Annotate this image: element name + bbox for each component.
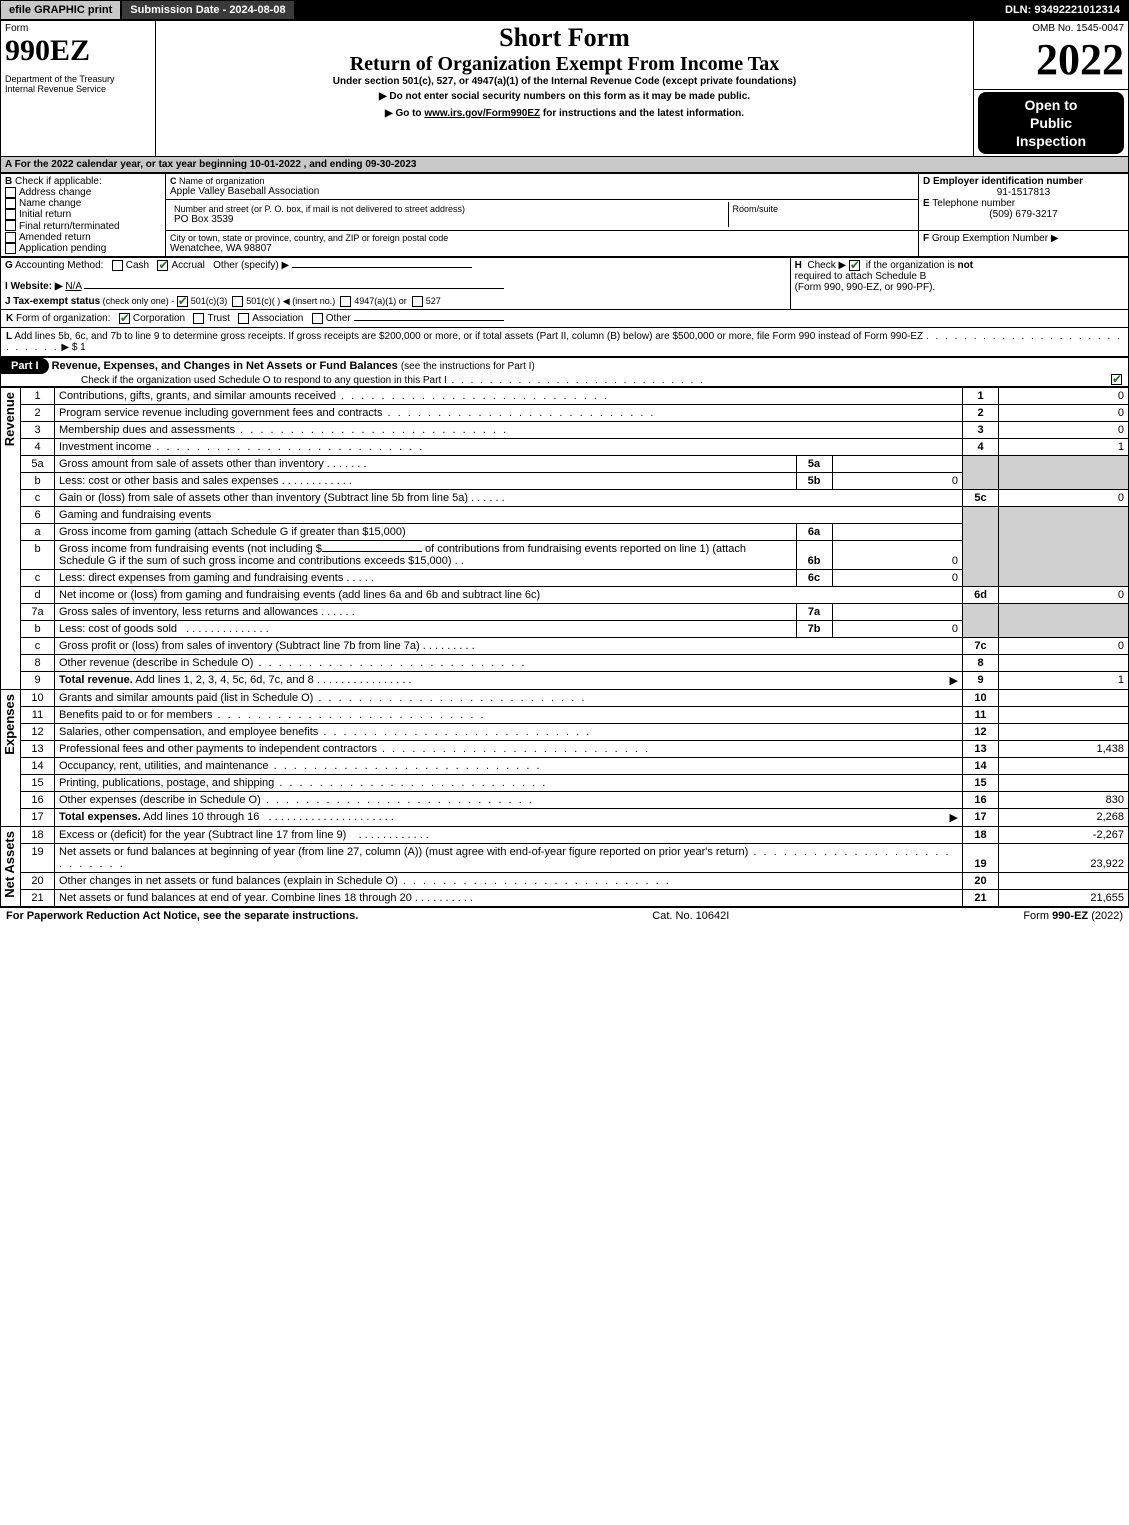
part-i-title: Revenue, Expenses, and Changes in Net As… (52, 360, 398, 372)
expenses-label: Expenses (1, 690, 18, 759)
row-l: L Add lines 5b, 6c, and 7b to line 9 to … (0, 328, 1129, 357)
ssn-warning: ▶ Do not enter social security numbers o… (160, 91, 969, 102)
cb-cash[interactable] (112, 260, 123, 271)
website-value: N/A (65, 281, 81, 292)
cb-association[interactable] (238, 313, 249, 324)
part-i-check: Check if the organization used Schedule … (1, 375, 705, 386)
line-1-text: Contributions, gifts, grants, and simila… (55, 388, 963, 405)
tax-year: 2022 (978, 34, 1124, 85)
cb-part1-schedule-o[interactable] (1111, 374, 1122, 385)
under-section: Under section 501(c), 527, or 4947(a)(1)… (160, 76, 969, 87)
header-block: Form 990EZ Department of the Treasury In… (0, 20, 1129, 157)
label-i: I (5, 281, 8, 292)
main-title: Return of Organization Exempt From Incom… (160, 53, 969, 76)
tax-exempt-label: Tax-exempt status (13, 296, 100, 307)
cb-527[interactable] (412, 296, 423, 307)
footer: For Paperwork Reduction Act Notice, see … (0, 907, 1129, 924)
form-word: Form (5, 23, 151, 34)
cb-4947[interactable] (340, 296, 351, 307)
label-d: D (923, 176, 930, 187)
cb-application-pending[interactable] (5, 243, 16, 254)
ein-label: Employer identification number (933, 176, 1083, 187)
omb-number: OMB No. 1545-0047 (978, 23, 1124, 34)
room-label: Room/suite (733, 204, 779, 214)
street-label: Number and street (or P. O. box, if mail… (174, 204, 465, 214)
open-to-public: Open to Public Inspection (978, 92, 1124, 155)
net-assets-label: Net Assets (1, 827, 18, 902)
cb-501c[interactable] (232, 296, 243, 307)
dln: DLN: 93492221012314 (996, 0, 1129, 20)
cb-trust[interactable] (193, 313, 204, 324)
form-number: 990EZ (5, 34, 151, 68)
cb-corporation[interactable] (119, 313, 130, 324)
org-name: Apple Valley Baseball Association (170, 186, 319, 197)
ein-value: 91-1517813 (923, 187, 1124, 198)
cb-501c3[interactable] (177, 296, 188, 307)
efile-print[interactable]: efile GRAPHIC print (0, 0, 121, 20)
footer-left: For Paperwork Reduction Act Notice, see … (6, 910, 358, 922)
goto-link[interactable]: ▶ Go to ▶ Go to www.irs.gov/Form990EZ fo… (160, 108, 969, 119)
phone-value: (509) 679-3217 (923, 209, 1124, 220)
website-label: Website: ▶ (11, 281, 63, 292)
lines-table: Revenue 1 Contributions, gifts, grants, … (0, 387, 1129, 907)
label-j: J (5, 296, 11, 307)
city-value: Wenatchee, WA 98807 (170, 243, 272, 254)
schedule-b-text: required to attach Schedule B (Form 990,… (795, 271, 936, 293)
name-org-label: Name of organization (179, 176, 265, 186)
dept-treasury: Department of the Treasury Internal Reve… (5, 74, 151, 94)
row-a-tax-year: A For the 2022 calendar year, or tax yea… (0, 157, 1129, 173)
submission-date: Submission Date - 2024-08-08 (121, 0, 294, 20)
city-label: City or town, state or province, country… (170, 233, 448, 243)
cb-other-org[interactable] (312, 313, 323, 324)
cb-address-change[interactable] (5, 187, 16, 198)
arrow-icon: ▶ (1051, 233, 1059, 244)
label-e: E (923, 198, 930, 209)
label-b: B (5, 176, 12, 187)
revenue-label: Revenue (1, 388, 18, 450)
label-f: F (923, 233, 929, 244)
footer-catalog: Cat. No. 10642I (652, 910, 729, 922)
part1-header: Part I Revenue, Expenses, and Changes in… (0, 357, 1129, 387)
street-value: PO Box 3539 (174, 214, 233, 225)
label-c: C (170, 176, 177, 186)
g-h-row: G Accounting Method: Cash Accrual Other … (0, 257, 1129, 310)
cb-initial-return[interactable] (5, 209, 16, 220)
row-k: K Form of organization: Corporation Trus… (0, 310, 1129, 328)
phone-label: Telephone number (932, 198, 1015, 209)
footer-right: Form 990-EZ (2022) (1023, 910, 1123, 922)
part-i-tab: Part I (1, 358, 49, 374)
cb-final-return[interactable] (5, 220, 16, 231)
cb-name-change[interactable] (5, 198, 16, 209)
cb-schedule-b[interactable] (849, 260, 860, 271)
entity-block: B Check if applicable: Address change Na… (0, 173, 1129, 257)
top-bar: efile GRAPHIC print Submission Date - 20… (0, 0, 1129, 20)
line-1-value: 0 (999, 388, 1129, 405)
check-applicable: Check if applicable: (15, 176, 102, 187)
group-exemption-label: Group Exemption Number (932, 233, 1048, 244)
label-h: H (795, 260, 802, 271)
cb-accrual[interactable] (157, 260, 168, 271)
label-g: G (5, 260, 13, 271)
short-form-title: Short Form (160, 23, 969, 53)
cb-amended-return[interactable] (5, 232, 16, 243)
accounting-method: Accounting Method: (15, 260, 103, 271)
